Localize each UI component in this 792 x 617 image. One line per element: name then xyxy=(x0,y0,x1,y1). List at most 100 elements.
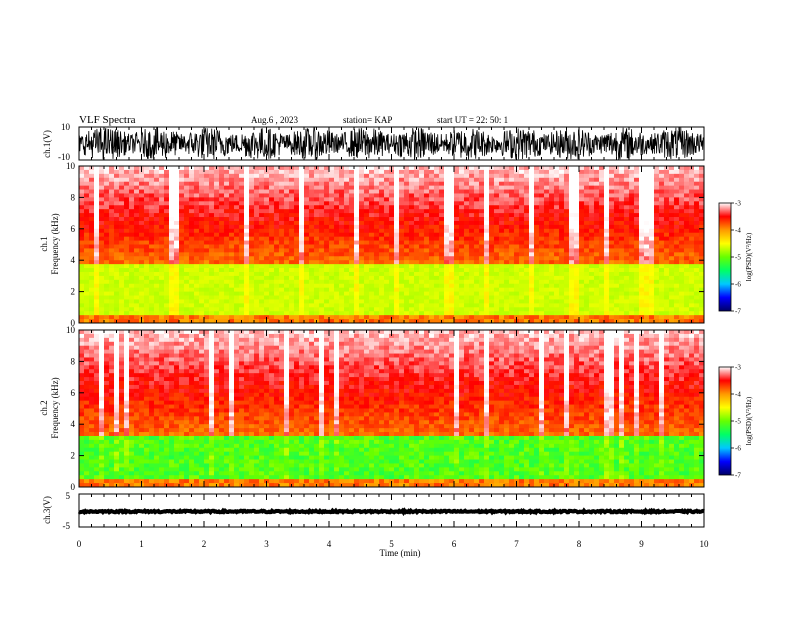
spectrogram-cell xyxy=(429,197,435,202)
spectrogram-cell xyxy=(189,205,195,210)
spectrogram-cell xyxy=(509,315,515,320)
spectrogram-cell xyxy=(644,205,650,210)
spectrogram-cell xyxy=(424,264,430,269)
spectrogram-cell xyxy=(249,205,255,210)
spectrogram-cell xyxy=(254,209,260,214)
spectrogram-cell xyxy=(144,264,150,269)
spectrogram-cell xyxy=(354,197,360,202)
spectrogram-cell xyxy=(444,268,450,273)
spectrogram-cell xyxy=(539,275,545,281)
spectrogram-cell xyxy=(489,197,495,202)
spectrogram-cell xyxy=(519,209,525,214)
spectrogram-cell xyxy=(229,311,235,316)
spectrogram-cell xyxy=(534,166,540,171)
spectrogram-cell xyxy=(389,295,395,300)
spectrogram-cell xyxy=(489,271,495,277)
spectrogram-cell xyxy=(304,283,310,289)
spectrogram-cell xyxy=(79,228,85,234)
spectrogram-cell xyxy=(509,201,515,206)
spectrogram-cell xyxy=(109,319,115,324)
spectrogram-cell xyxy=(109,271,115,277)
spectrogram-cell xyxy=(239,256,245,261)
spectrogram-cell xyxy=(489,307,495,312)
spectrogram-cell xyxy=(194,181,200,187)
spectrogram-cell xyxy=(284,264,290,269)
spectrogram-cell xyxy=(484,268,490,273)
spectrogram-cell xyxy=(184,256,190,261)
spectrogram-cell xyxy=(479,319,485,324)
spectrogram-cell xyxy=(254,295,260,300)
spectrogram-cell xyxy=(104,307,110,312)
spectrogram-cell xyxy=(94,224,100,230)
spectrogram-cell xyxy=(89,201,95,206)
spectrogram-cell xyxy=(584,307,590,312)
spectrogram-cell xyxy=(94,287,100,293)
figure-title: VLF Spectra xyxy=(79,114,136,126)
spectrogram-cell xyxy=(319,173,325,179)
spectrogram-cell xyxy=(494,240,500,245)
spectrogram-cell xyxy=(639,232,645,238)
spectrogram-cell xyxy=(604,189,610,194)
spectrogram-cell xyxy=(529,303,535,308)
spectrogram-cell xyxy=(224,228,230,234)
spectrogram-cell xyxy=(494,201,500,206)
spectrogram-cell xyxy=(159,307,165,312)
spectrogram-cell xyxy=(519,260,525,265)
spectrogram-cell xyxy=(634,260,640,265)
spectrogram-cell xyxy=(614,236,620,241)
spectrogram-cell xyxy=(154,319,160,324)
spectrogram-cell xyxy=(294,295,300,300)
spectrogram-cell xyxy=(199,236,205,241)
spectrogram-cell xyxy=(594,244,600,249)
spectrogram-cell xyxy=(549,228,555,234)
spectrogram-cell xyxy=(304,291,310,296)
spectrogram-cell xyxy=(274,228,280,234)
spectrogram-cell xyxy=(84,220,90,226)
spectrogram-cell xyxy=(629,166,635,171)
spectrogram-cell xyxy=(559,232,565,238)
spectrogram-cell xyxy=(244,256,250,261)
spectrogram-cell xyxy=(549,166,555,171)
spectrogram-cell xyxy=(114,217,120,222)
spectrogram-cell xyxy=(204,201,210,206)
spectrogram-cell xyxy=(104,299,110,304)
spectrogram-cell xyxy=(294,220,300,226)
spectrogram-cell xyxy=(199,275,205,281)
spectrogram-cell xyxy=(694,264,700,269)
spectrogram-cell xyxy=(84,283,90,289)
spectrogram-cell xyxy=(494,236,500,241)
spectrogram-cell xyxy=(289,232,295,238)
spectrogram-cell xyxy=(589,260,595,265)
spectrogram-cell xyxy=(424,173,430,179)
spectrogram-cell xyxy=(429,220,435,226)
spectrogram-cell xyxy=(219,307,225,312)
spectrogram-cell xyxy=(249,185,255,190)
spectrogram-cell xyxy=(114,228,120,234)
spectrogram-cell xyxy=(534,295,540,300)
spectrogram-cell xyxy=(629,287,635,293)
spectrogram-cell xyxy=(399,213,405,218)
spectrogram-cell xyxy=(369,181,375,187)
spectrogram-cell xyxy=(159,295,165,300)
spectrogram-cell xyxy=(174,228,180,234)
spectrogram-cell xyxy=(349,260,355,265)
spectrogram-cell xyxy=(354,205,360,210)
spectrogram-cell xyxy=(484,166,490,171)
spectrogram-cell xyxy=(529,197,535,202)
spectrogram-cell xyxy=(124,287,130,293)
spectrogram-cell xyxy=(309,252,315,257)
spectrogram-cell xyxy=(159,319,165,324)
spectrogram-cell xyxy=(99,205,105,210)
spectrogram-cell xyxy=(474,213,480,218)
spectrogram-cell xyxy=(659,295,665,300)
spectrogram-cell xyxy=(129,185,135,190)
spectrogram-cell xyxy=(344,185,350,190)
spectrogram-cell xyxy=(494,315,500,320)
spectrogram-cell xyxy=(119,205,125,210)
spectrogram-cell xyxy=(529,256,535,261)
spectrogram-cell xyxy=(694,166,700,171)
spectrogram-cell xyxy=(89,303,95,308)
spectrogram-cell xyxy=(449,189,455,194)
spectrogram-cell xyxy=(289,287,295,293)
spectrogram-cell xyxy=(604,319,610,324)
